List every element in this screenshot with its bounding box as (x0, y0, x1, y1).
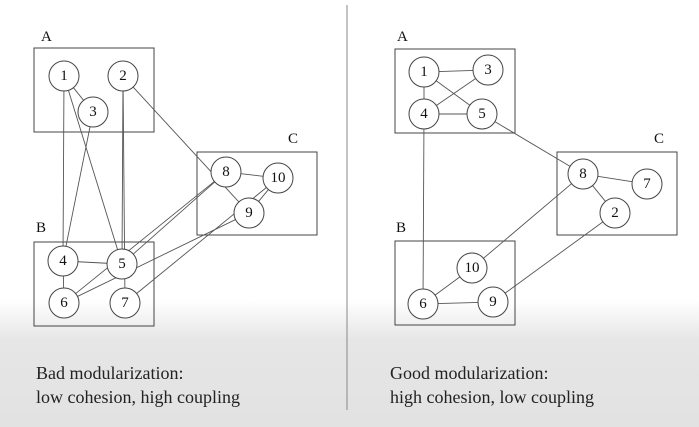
module-label-a: A (397, 29, 408, 45)
panel-good-modularization: A B C 1 3 4 5 10 6 (394, 29, 678, 326)
caption-subtitle: high cohesion, low coupling (390, 387, 594, 407)
node-1: 1 (48, 60, 80, 92)
edge-8-7 (597, 175, 633, 183)
node-2: 2 (599, 197, 631, 229)
module-box-b (394, 240, 516, 326)
node-8: 8 (210, 156, 242, 188)
node-2: 2 (107, 60, 139, 92)
edge-1-3 (73, 87, 84, 101)
node-9: 9 (477, 286, 509, 318)
module-box-a (394, 48, 516, 134)
node-label: 4 (59, 253, 67, 269)
edge-3-4 (65, 126, 91, 247)
module-label-b: B (396, 220, 406, 236)
node-label: 6 (60, 295, 68, 311)
node-3: 3 (472, 54, 504, 86)
module-box-a (33, 47, 155, 133)
edge-6-9 (437, 301, 479, 305)
edge-2-5 (121, 90, 124, 250)
edge-9-10 (258, 189, 269, 202)
node-label: 5 (118, 256, 126, 272)
node-label: 5 (478, 106, 486, 122)
node-label: 7 (121, 295, 129, 311)
module-label-b: B (36, 220, 46, 236)
edge-8-10 (240, 173, 264, 177)
node-label: 6 (419, 296, 427, 312)
caption-subtitle: low cohesion, high coupling (36, 387, 240, 407)
node-8: 8 (567, 158, 599, 190)
edge-4-6 (422, 128, 425, 290)
edge-1-5 (67, 90, 119, 250)
node-1: 1 (408, 56, 440, 88)
node-7: 7 (631, 168, 663, 200)
node-label: 9 (245, 205, 253, 221)
module-label-a: A (41, 29, 52, 45)
module-box-c (556, 151, 678, 236)
node-label: 8 (222, 164, 230, 180)
edges-good (422, 70, 633, 305)
module-box-c (196, 151, 318, 236)
edge-6-10 (434, 276, 461, 296)
node-label: 3 (484, 62, 492, 78)
edge-1-4 (62, 90, 65, 247)
node-label: 4 (420, 106, 428, 122)
node-4: 4 (47, 245, 79, 277)
node-3: 3 (77, 96, 109, 128)
panel-bad-modularization: A B C 1 2 3 4 5 6 7 (33, 29, 318, 327)
node-label: 2 (119, 68, 127, 84)
caption-title: Bad modularization: (36, 363, 184, 383)
node-label: 10 (271, 170, 286, 186)
edge-1-5 (435, 80, 471, 106)
node-label: 7 (643, 176, 651, 192)
node-7: 7 (109, 287, 141, 319)
node-label: 8 (579, 166, 587, 182)
edge-6-9 (77, 219, 236, 297)
node-label: 1 (60, 68, 68, 84)
node-label: 10 (465, 260, 480, 276)
module-label-c: C (288, 131, 298, 147)
node-6: 6 (407, 288, 439, 320)
node-10: 10 (456, 252, 488, 284)
edge-3-4 (436, 78, 476, 106)
caption-title: Good modularization: (390, 363, 549, 383)
caption-good-modularization: Good modularization: high cohesion, low … (390, 361, 594, 409)
node-5: 5 (106, 248, 138, 280)
edge-9-2 (504, 221, 604, 294)
node-4: 4 (408, 98, 440, 130)
edge-6-8 (75, 181, 215, 294)
node-9: 9 (233, 197, 265, 229)
node-6: 6 (48, 287, 80, 319)
node-5: 5 (466, 98, 498, 130)
edge-8-2 (592, 185, 606, 202)
node-10: 10 (262, 162, 294, 194)
edge-4-5 (77, 261, 108, 264)
node-label: 9 (489, 294, 497, 310)
edge-8-10 (483, 183, 572, 259)
node-label: 2 (611, 205, 619, 221)
node-label: 1 (420, 64, 428, 80)
caption-bad-modularization: Bad modularization: low cohesion, high c… (36, 361, 240, 409)
edge-5-8 (494, 121, 571, 167)
module-box-b (33, 241, 155, 327)
node-label: 3 (89, 104, 97, 120)
edge-5-8 (132, 181, 216, 255)
module-label-c: C (654, 131, 664, 147)
edge-1-3 (438, 70, 474, 72)
